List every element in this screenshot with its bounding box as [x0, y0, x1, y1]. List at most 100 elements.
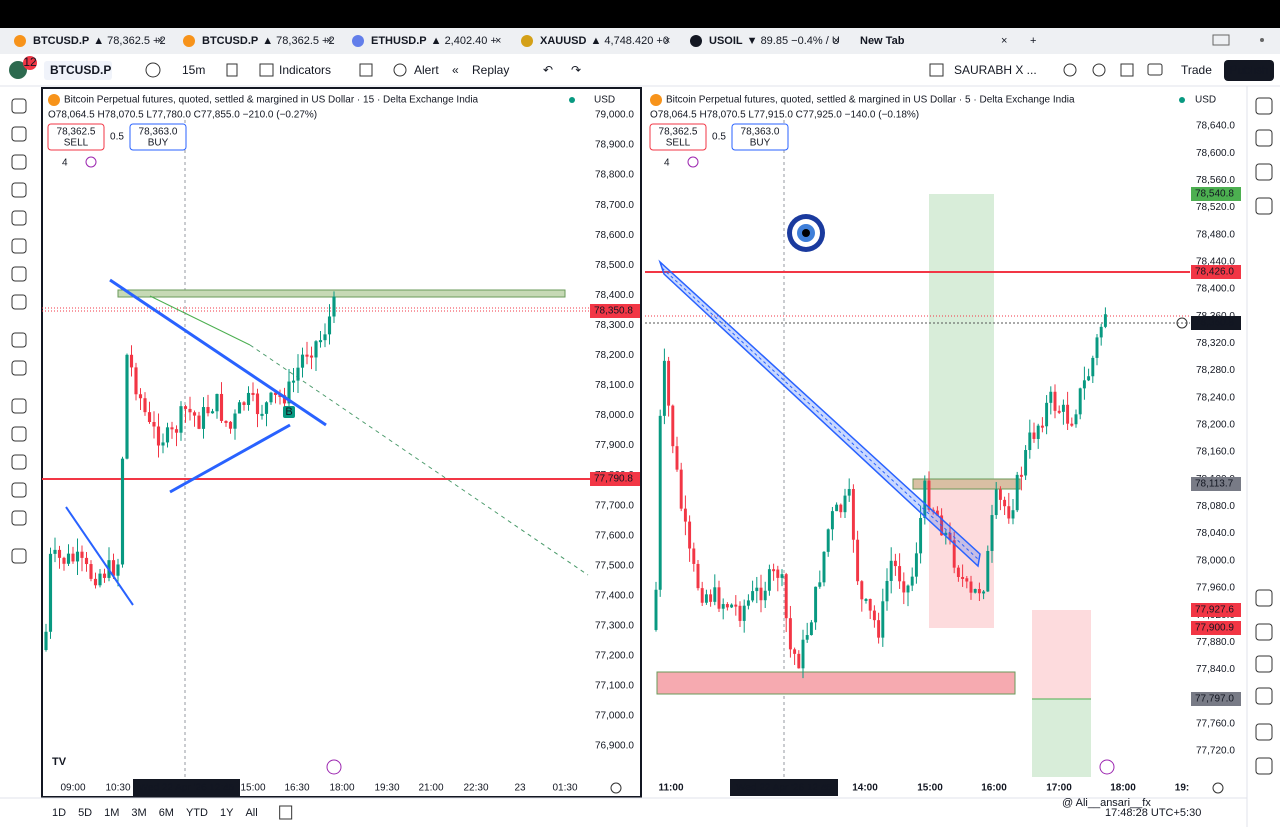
settings-icon[interactable] — [1092, 63, 1106, 77]
add-alert[interactable] — [1176, 317, 1188, 329]
alert[interactable]: Alert — [414, 63, 439, 77]
sidebar-icon[interactable] — [1255, 757, 1273, 775]
sell-button[interactable] — [47, 123, 105, 151]
sell-price[interactable]: 78,362.5 — [659, 127, 698, 138]
templates-icon[interactable] — [359, 63, 373, 77]
tab-symbol[interactable]: BTCUSD.P — [202, 35, 258, 47]
close-icon[interactable]: × — [326, 35, 332, 47]
axis-settings[interactable] — [610, 782, 622, 794]
tab-symbol[interactable]: BTCUSD.P — [33, 35, 89, 47]
range-button[interactable]: 1M — [104, 807, 119, 819]
tab-symbol[interactable]: USOIL — [709, 35, 743, 47]
tab-quote[interactable]: ▲ 78,362.5 +2 — [262, 35, 334, 47]
sidebar-icon[interactable] — [1255, 129, 1273, 147]
trade[interactable]: Trade — [1181, 63, 1212, 77]
range-button[interactable]: All — [245, 807, 257, 819]
tab-symbol[interactable]: XAUUSD — [540, 35, 587, 47]
window-icon[interactable] — [1212, 34, 1230, 46]
sidebar-icon[interactable] — [1255, 197, 1273, 215]
left-panel[interactable] — [41, 87, 642, 798]
replay-icon[interactable]: « — [452, 63, 459, 77]
sidebar-icon[interactable] — [1255, 655, 1273, 673]
tab-quote[interactable]: ▲ 78,362.5 +2 — [93, 35, 165, 47]
range-button[interactable]: 6M — [159, 807, 174, 819]
tool-icon[interactable] — [11, 266, 27, 282]
range-button[interactable]: 3M — [131, 807, 146, 819]
range-button[interactable]: YTD — [186, 807, 208, 819]
symbol[interactable]: BTCUSD.P — [50, 63, 111, 77]
search-icon[interactable] — [1063, 63, 1077, 77]
add-tab[interactable]: + — [1030, 35, 1036, 47]
sync-icon[interactable] — [85, 156, 97, 168]
buy-label[interactable]: BUY — [750, 138, 771, 149]
tool-icon[interactable] — [11, 398, 27, 414]
buy-button[interactable] — [129, 123, 187, 151]
currency[interactable]: USD — [1195, 95, 1216, 106]
sell-label[interactable]: SELL — [666, 138, 691, 149]
menu-icon[interactable] — [1260, 38, 1264, 42]
range-button[interactable]: 1Y — [220, 807, 234, 819]
tool-icon[interactable] — [11, 454, 27, 470]
tool-icon[interactable] — [11, 294, 27, 310]
fullscreen-icon[interactable] — [1120, 63, 1134, 77]
compare-icon[interactable] — [145, 62, 161, 78]
tab-quote[interactable]: ▲ 4,748.420 +0 — [590, 35, 668, 47]
tool-icon[interactable] — [11, 510, 27, 526]
range-button[interactable]: 5D — [78, 807, 92, 819]
buy-price[interactable]: 78,363.0 — [139, 127, 178, 138]
sync-icon[interactable] — [687, 156, 699, 168]
flash-icon[interactable] — [1099, 759, 1115, 775]
goto-date[interactable] — [279, 805, 293, 820]
chart-type-icon[interactable] — [226, 63, 238, 77]
interval[interactable]: 15m — [182, 63, 205, 77]
indicator-icon[interactable] — [259, 63, 274, 77]
tool-icon[interactable] — [11, 548, 27, 564]
tool-icon[interactable] — [11, 126, 27, 142]
avatar[interactable] — [9, 61, 27, 79]
close-icon[interactable]: × — [833, 35, 839, 47]
tool-icon[interactable] — [11, 98, 27, 114]
buy-label[interactable]: BUY — [148, 138, 169, 149]
tool-icon[interactable] — [11, 332, 27, 348]
sidebar-icon[interactable] — [1255, 163, 1273, 181]
sidebar-icon[interactable] — [1255, 723, 1273, 741]
tool-icon[interactable] — [11, 482, 27, 498]
tab-quote[interactable]: ▼ 89.85 −0.4% / U — [747, 35, 840, 47]
indicator-count[interactable]: 4 — [62, 158, 68, 169]
tool-icon[interactable] — [11, 238, 27, 254]
close-icon[interactable]: × — [495, 35, 501, 47]
close-icon[interactable]: × — [157, 35, 163, 47]
indicator-count[interactable]: 4 — [664, 158, 670, 169]
publish[interactable]: Publish — [1229, 63, 1268, 77]
tool-icon[interactable] — [11, 426, 27, 442]
range-button[interactable]: 1D — [52, 807, 66, 819]
sidebar-icon[interactable] — [1255, 97, 1273, 115]
sidebar-icon[interactable] — [1255, 623, 1273, 641]
sell-label[interactable]: SELL — [64, 138, 89, 149]
flash-icon[interactable] — [326, 759, 342, 775]
tool-icon[interactable] — [11, 210, 27, 226]
layout-icon[interactable] — [929, 63, 944, 77]
currency[interactable]: USD — [594, 95, 615, 106]
sell-price[interactable]: 78,362.5 — [57, 127, 96, 138]
axis-settings[interactable] — [1212, 782, 1224, 794]
close-icon[interactable]: × — [1001, 35, 1007, 47]
snapshot-icon[interactable] — [1147, 63, 1163, 76]
sell-button[interactable] — [649, 123, 707, 151]
sidebar-icon[interactable] — [1255, 589, 1273, 607]
symbol-box[interactable] — [44, 61, 112, 80]
tool-icon[interactable] — [11, 182, 27, 198]
buy-button[interactable] — [731, 123, 789, 151]
redo[interactable]: ↷ — [571, 63, 581, 77]
undo[interactable]: ↶ — [543, 63, 553, 77]
new-tab[interactable]: New Tab — [860, 35, 905, 47]
alert-icon[interactable] — [393, 63, 407, 77]
tab-symbol[interactable]: ETHUSD.P — [371, 35, 427, 47]
buy-price[interactable]: 78,363.0 — [741, 127, 780, 138]
publish-button[interactable] — [1224, 60, 1274, 81]
layout-name[interactable]: SAURABH X ... — [954, 63, 1037, 77]
tool-icon[interactable] — [11, 154, 27, 170]
indicators[interactable]: Indicators — [279, 63, 331, 77]
replay[interactable]: Replay — [472, 63, 509, 77]
tool-icon[interactable] — [11, 360, 27, 376]
